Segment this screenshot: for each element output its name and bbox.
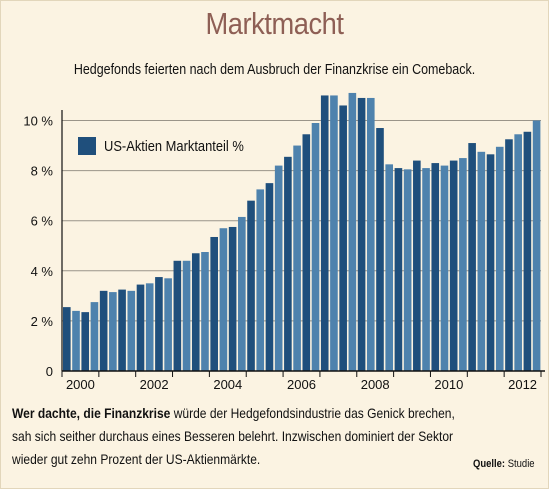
chart-subtitle: Hedgefonds feierten nach dem Ausbruch de… bbox=[73, 62, 476, 78]
legend-label: US-Aktien Marktanteil % bbox=[104, 137, 244, 155]
bar bbox=[127, 290, 136, 371]
bar bbox=[468, 143, 476, 371]
bar bbox=[477, 151, 486, 371]
y-tick-label: 2 % bbox=[31, 314, 54, 329]
y-tick-labels: 0 2 % 4 % 6 % 8 % 10 % bbox=[23, 114, 53, 380]
bar bbox=[505, 139, 513, 371]
bar bbox=[173, 260, 182, 371]
bar bbox=[366, 97, 375, 371]
x-tick-label: 2008 bbox=[361, 377, 390, 392]
bar bbox=[201, 252, 209, 371]
bar bbox=[182, 260, 191, 371]
bar bbox=[459, 158, 467, 371]
bar bbox=[311, 123, 320, 371]
caption-line-2: sah sich seither durchaus eines Besseren… bbox=[12, 428, 454, 444]
bar bbox=[339, 105, 347, 371]
bar bbox=[164, 278, 172, 371]
caption-bold: Wer dachte, die Finanzkrise bbox=[12, 405, 171, 421]
bar bbox=[99, 290, 108, 371]
caption: Wer dachte, die Finanzkrise würde der He… bbox=[12, 402, 528, 471]
source-label: Quelle: bbox=[473, 458, 506, 470]
x-tick-label: 2010 bbox=[434, 377, 463, 392]
y-tick-label: 8 % bbox=[31, 164, 54, 179]
x-tick-label: 2004 bbox=[213, 377, 242, 392]
bar-chart: 02 %4 %6 %8 %10 % 2000 2002 2004 2006 2008 20… bbox=[23, 92, 545, 392]
bar bbox=[155, 277, 163, 371]
bar bbox=[495, 146, 504, 371]
bar bbox=[403, 169, 412, 371]
bar bbox=[330, 95, 338, 371]
bar bbox=[247, 200, 255, 371]
x-tick-labels: 2000 2002 2004 2006 2008 2010 2012 bbox=[66, 377, 537, 392]
bar bbox=[440, 165, 449, 371]
bar bbox=[422, 168, 430, 371]
bar bbox=[486, 154, 495, 371]
caption-line-3: wieder gut zehn Prozent der US-Aktienmär… bbox=[12, 451, 261, 467]
bar bbox=[293, 145, 301, 371]
x-tick-label: 2000 bbox=[66, 377, 95, 392]
x-tick-label: 2002 bbox=[140, 377, 169, 392]
bar bbox=[532, 120, 541, 371]
bar bbox=[320, 95, 329, 371]
caption-line-1: Wer dachte, die Finanzkrise würde der He… bbox=[12, 402, 528, 425]
axes bbox=[61, 110, 545, 377]
bar bbox=[523, 131, 532, 371]
bar bbox=[81, 312, 90, 371]
bar bbox=[210, 236, 218, 371]
bar bbox=[274, 165, 283, 371]
chart-title: Marktmacht bbox=[205, 6, 344, 41]
bar bbox=[385, 164, 394, 371]
bar bbox=[63, 307, 71, 371]
bar bbox=[265, 183, 274, 372]
bar bbox=[136, 284, 145, 371]
bar bbox=[284, 156, 292, 371]
bar bbox=[256, 189, 265, 371]
source-note: Quelle: Studie bbox=[473, 458, 535, 470]
bar bbox=[72, 310, 80, 371]
y-tick-label: 0 bbox=[46, 364, 53, 379]
bar bbox=[514, 134, 522, 371]
bar bbox=[118, 289, 126, 371]
bar bbox=[90, 302, 99, 371]
bar bbox=[191, 253, 200, 371]
bar bbox=[413, 160, 421, 371]
legend: US-Aktien Marktanteil % bbox=[78, 136, 267, 156]
bar bbox=[219, 228, 228, 371]
y-tick-label: 4 % bbox=[31, 264, 54, 279]
bar bbox=[394, 168, 403, 371]
y-tick-label: 10 % bbox=[23, 114, 53, 129]
bar bbox=[431, 163, 440, 371]
bar bbox=[145, 283, 154, 371]
bar bbox=[302, 134, 311, 371]
bar bbox=[238, 216, 246, 371]
bar bbox=[357, 97, 366, 371]
legend-swatch bbox=[78, 137, 96, 155]
x-tick-label: 2006 bbox=[287, 377, 316, 392]
bar bbox=[348, 92, 357, 371]
bar bbox=[109, 292, 117, 371]
x-tick-label: 2012 bbox=[508, 377, 537, 392]
source-value: Studie bbox=[508, 458, 535, 470]
caption-line-1-rest: würde der Hedgefondsindustrie das Genick… bbox=[170, 405, 455, 421]
bar bbox=[449, 160, 458, 371]
y-tick-label: 6 % bbox=[31, 214, 54, 229]
bar bbox=[228, 226, 237, 371]
bars bbox=[63, 92, 541, 372]
bar bbox=[376, 128, 384, 371]
